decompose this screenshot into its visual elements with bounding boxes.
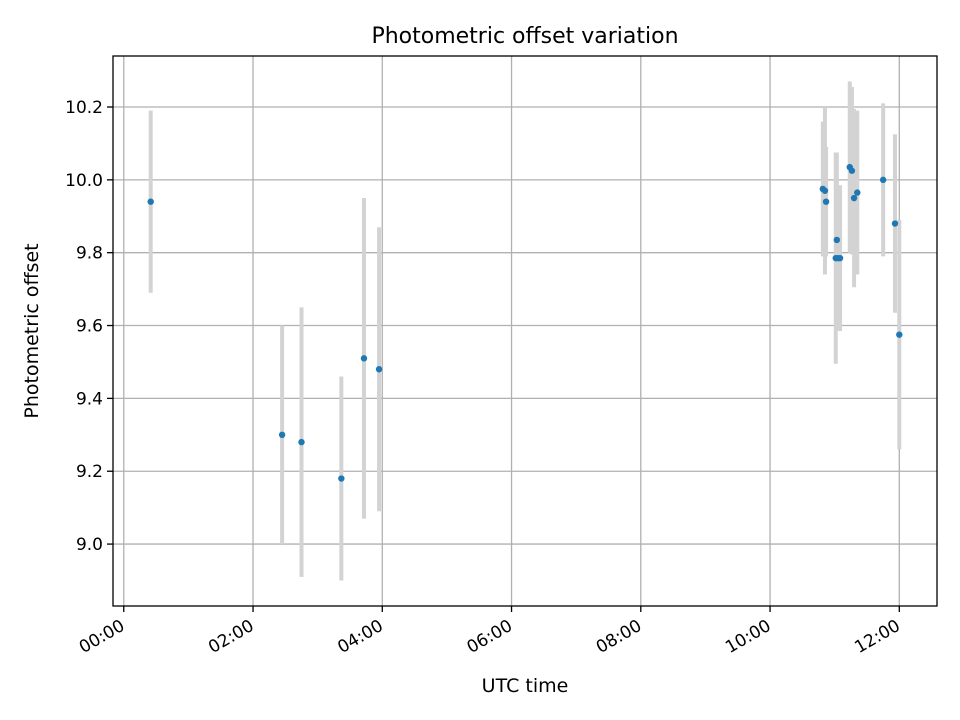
data-point [821,187,829,194]
data-point [298,438,305,446]
data-point [879,176,887,184]
data-point [822,198,830,205]
data-point [375,366,383,373]
x-axis-label: UTC time [482,675,569,697]
y-tick-label: 9.4 [76,389,103,409]
data-point [848,167,856,174]
y-axis-label: Photometric offset [21,243,43,418]
y-tick-label: 9.6 [76,317,103,337]
y-tick-label: 9.2 [76,462,103,482]
data-point [896,331,903,338]
data-point [850,194,858,202]
data-point [338,475,345,482]
data-point [147,198,154,205]
data-point [854,189,861,196]
y-axis-ticks: 9.0 9.2 9.4 9.6 9.8 10.0 10.2 [65,98,113,555]
y-tick-label: 9.0 [76,535,103,555]
data-markers [147,163,903,482]
data-point [836,254,844,262]
data-point [360,355,368,362]
y-tick-label: 10.2 [65,98,103,118]
data-point [833,236,841,244]
grid-lines [113,56,937,606]
chart-title: Photometric offset variation [371,24,678,49]
data-point [891,220,899,227]
y-tick-label: 9.8 [76,244,103,264]
y-tick-label: 10.0 [65,171,103,191]
data-point [278,431,286,439]
plot-area-frame [112,55,938,607]
